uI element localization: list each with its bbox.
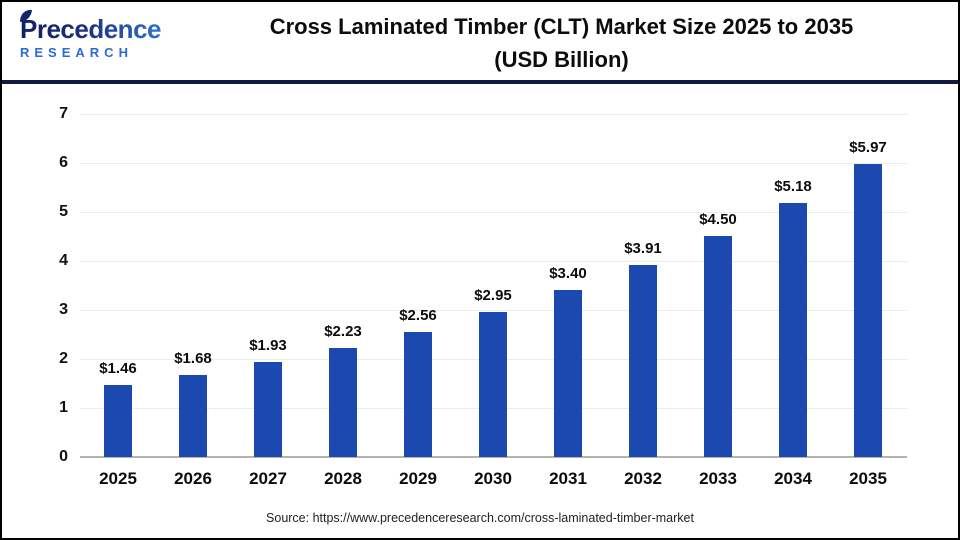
gridline <box>80 310 907 311</box>
bar-2033 <box>704 236 732 457</box>
bar-2027 <box>254 362 282 457</box>
x-axis-tick-label: 2030 <box>474 469 512 488</box>
y-axis-tick-label: 0 <box>59 448 68 465</box>
y-axis-tick-label: 5 <box>59 203 68 220</box>
chart-title: Cross Laminated Timber (CLT) Market Size… <box>177 10 946 76</box>
bar-value-label: $4.50 <box>699 211 737 228</box>
x-axis-tick-label: 2034 <box>774 469 812 488</box>
x-axis-tick-label: 2032 <box>624 469 662 488</box>
x-axis-baseline <box>80 456 907 458</box>
chart-title-line1: Cross Laminated Timber (CLT) Market Size… <box>269 14 854 39</box>
gridline <box>80 163 907 164</box>
gridline <box>80 261 907 262</box>
gridline <box>80 212 907 213</box>
bar-2031 <box>554 290 582 457</box>
bar-value-label: $1.46 <box>99 360 137 377</box>
bar-value-label: $3.91 <box>624 240 662 257</box>
x-axis-tick-label: 2031 <box>549 469 587 488</box>
bar-value-label: $2.23 <box>324 323 362 340</box>
bar-2035 <box>854 164 882 457</box>
leaf-icon <box>20 9 32 22</box>
source-text: Source: https://www.precedenceresearch.c… <box>266 511 694 525</box>
logo-brand-label: Precedence <box>20 14 161 44</box>
x-axis-tick-label: 2025 <box>99 469 137 488</box>
x-axis-tick-label: 2033 <box>699 469 737 488</box>
header-divider <box>2 80 958 84</box>
header: Precedence RESEARCH Cross Laminated Timb… <box>2 2 958 80</box>
bar-2030 <box>479 312 507 457</box>
x-axis-tick-label: 2035 <box>849 469 887 488</box>
bar-2028 <box>329 348 357 457</box>
y-axis-tick-label: 2 <box>59 350 68 367</box>
x-axis-tick-label: 2028 <box>324 469 362 488</box>
x-axis-tick-label: 2026 <box>174 469 212 488</box>
y-axis-tick-label: 6 <box>59 154 68 171</box>
bar-value-label: $5.18 <box>774 178 812 195</box>
precedence-research-logo: Precedence RESEARCH <box>20 9 180 61</box>
gridline <box>80 114 907 115</box>
chart-title-line2: (USD Billion) <box>494 47 629 72</box>
y-axis-tick-label: 4 <box>59 252 68 269</box>
bar-2032 <box>629 265 657 457</box>
x-axis-tick-label: 2029 <box>399 469 437 488</box>
logo-sub-text: RESEARCH <box>20 45 133 60</box>
y-axis-tick-label: 1 <box>59 399 68 416</box>
bar-value-label: $2.56 <box>399 307 437 324</box>
bar-value-label: $5.97 <box>849 139 887 156</box>
bar-value-label: $1.68 <box>174 350 212 367</box>
bar-value-label: $1.93 <box>249 337 287 354</box>
bar-2026 <box>179 375 207 457</box>
x-axis-tick-label: 2027 <box>249 469 287 488</box>
y-axis-tick-label: 3 <box>59 301 68 318</box>
logo-brand-text: Precedence <box>20 9 161 44</box>
bar-value-label: $2.95 <box>474 287 512 304</box>
y-axis-tick-label: 7 <box>59 105 68 122</box>
bar-2029 <box>404 332 432 457</box>
bar-value-label: $3.40 <box>549 265 587 282</box>
bar-2025 <box>104 385 132 457</box>
bar-2034 <box>779 203 807 457</box>
